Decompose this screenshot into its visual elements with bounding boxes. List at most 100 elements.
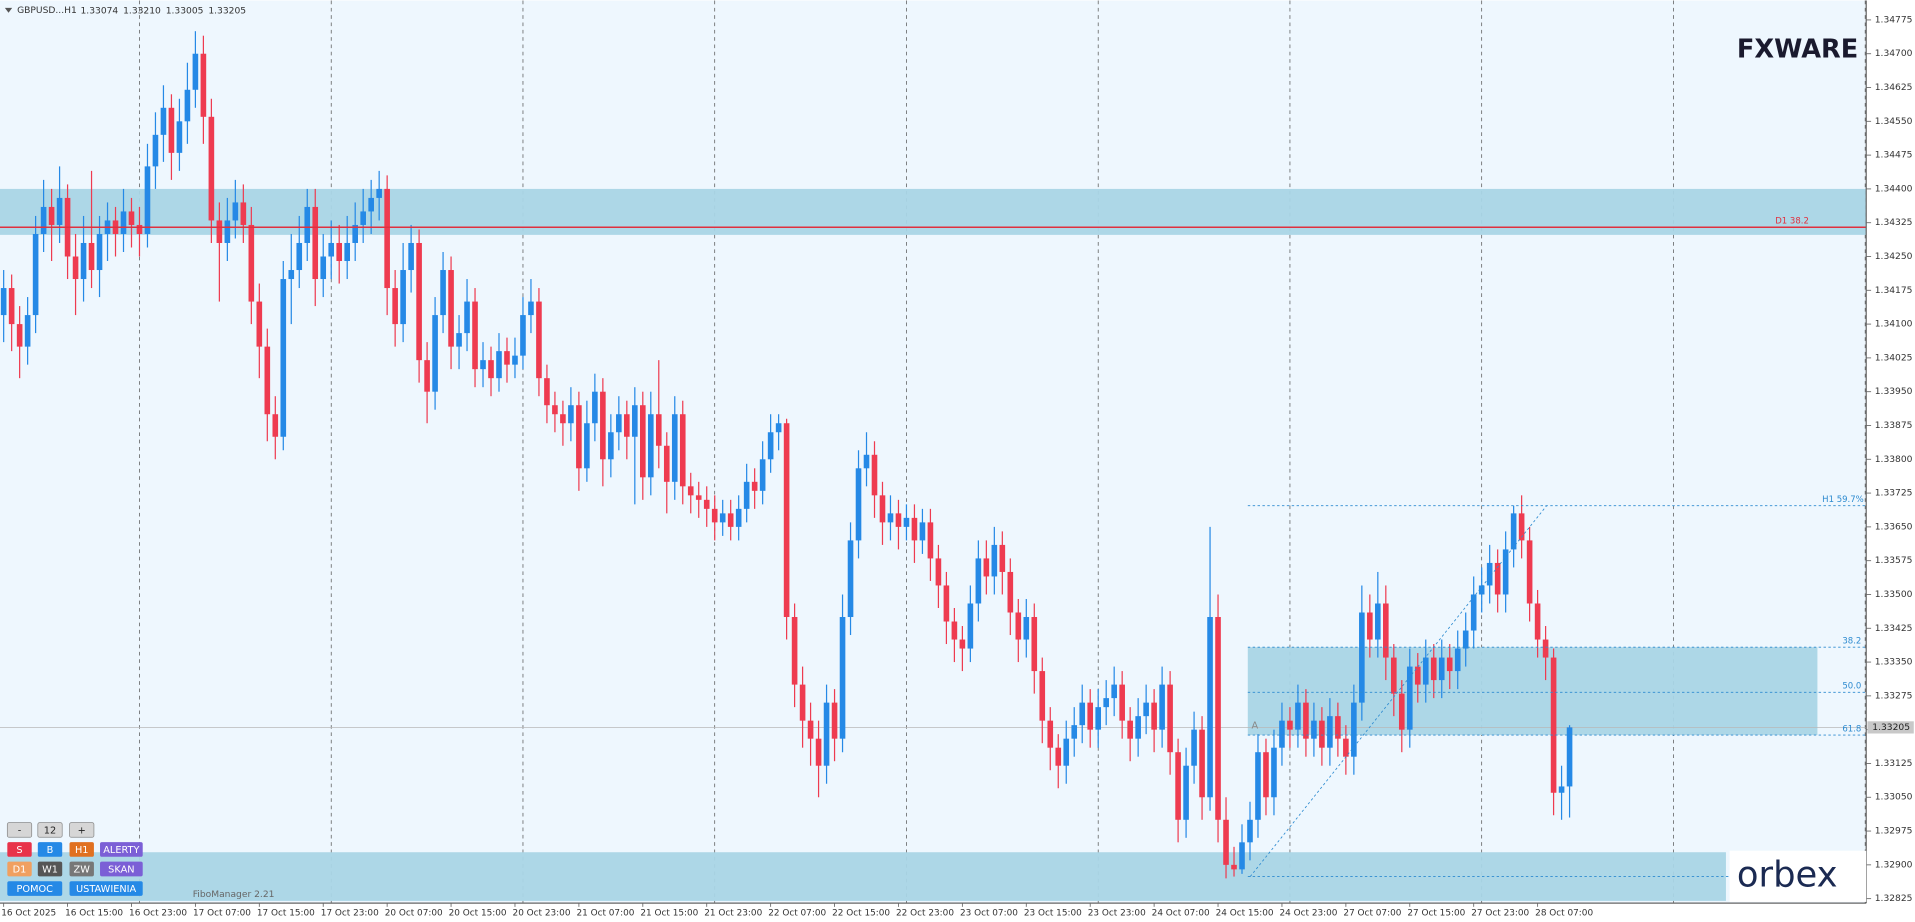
candle-body bbox=[743, 481, 750, 509]
candle-body bbox=[1063, 738, 1070, 766]
plot-area bbox=[0, 0, 1867, 904]
candle-body bbox=[1478, 585, 1485, 595]
x-tick-label: 22 Oct 07:00 bbox=[768, 908, 826, 918]
button-label[interactable]: B bbox=[47, 845, 54, 856]
button-panel: - 12 + S B H1 ALERTY D1 W1 ZW SKAN POMOC USTAWIENIA bbox=[6, 822, 143, 896]
button-face[interactable] bbox=[7, 881, 63, 896]
button-label[interactable]: USTAWIENIA bbox=[76, 884, 137, 895]
candle-body bbox=[0, 288, 7, 316]
button-label[interactable]: ZW bbox=[74, 865, 91, 876]
candle-body bbox=[1518, 513, 1525, 541]
candle-body bbox=[152, 134, 159, 167]
candle-body bbox=[1167, 684, 1173, 753]
panel-button[interactable]: - bbox=[6, 822, 33, 838]
candle-body bbox=[751, 481, 758, 491]
panel-button[interactable]: ZW bbox=[69, 861, 94, 877]
button-face[interactable] bbox=[69, 881, 143, 896]
button-face[interactable] bbox=[7, 861, 32, 877]
candle-body bbox=[424, 360, 430, 392]
button-face[interactable] bbox=[69, 822, 95, 838]
candle-body bbox=[1295, 702, 1301, 730]
button-label[interactable]: H1 bbox=[75, 845, 89, 856]
x-tick-label: 21 Oct 07:00 bbox=[576, 908, 634, 918]
candle-body bbox=[1335, 716, 1341, 739]
panel-button[interactable]: ALERTY bbox=[100, 842, 143, 857]
panel-button[interactable]: B bbox=[37, 842, 63, 857]
candle-body bbox=[1446, 657, 1453, 672]
button-face[interactable] bbox=[6, 822, 33, 838]
candle-body bbox=[999, 544, 1006, 572]
panel-button[interactable]: SKAN bbox=[100, 861, 143, 877]
candle-body bbox=[1470, 594, 1477, 631]
button-label[interactable]: SKAN bbox=[108, 865, 134, 876]
candle-body bbox=[560, 414, 566, 424]
candle-body bbox=[879, 495, 886, 523]
button-face[interactable] bbox=[7, 842, 32, 857]
logo-orbex: orbex bbox=[1737, 854, 1838, 895]
candle-body bbox=[592, 391, 598, 424]
panel-button[interactable]: POMOC bbox=[7, 881, 63, 896]
candle-body bbox=[320, 256, 327, 280]
button-label[interactable]: - bbox=[18, 826, 22, 837]
candle-body bbox=[632, 405, 638, 437]
title-price: 1.33005 bbox=[166, 6, 204, 16]
candle-body bbox=[408, 242, 414, 271]
candle-body bbox=[312, 206, 319, 280]
button-face[interactable] bbox=[100, 842, 143, 857]
title-price: 1.33205 bbox=[208, 6, 246, 16]
panel-button[interactable]: H1 bbox=[69, 842, 94, 857]
panel-button[interactable]: + bbox=[69, 822, 95, 838]
candle-body bbox=[48, 206, 55, 225]
y-tick-label: 1.33125 bbox=[1875, 759, 1913, 769]
button-label[interactable]: ALERTY bbox=[103, 845, 139, 856]
candle-body bbox=[1071, 725, 1078, 739]
candle-body bbox=[248, 224, 255, 302]
candle-body bbox=[400, 270, 406, 325]
button-label[interactable]: W1 bbox=[42, 865, 58, 876]
candle-body bbox=[695, 495, 702, 500]
title-price: 1.33210 bbox=[123, 6, 161, 16]
candle-body bbox=[584, 423, 590, 469]
button-face[interactable] bbox=[100, 861, 143, 877]
candle-body bbox=[887, 513, 894, 523]
y-tick-label: 1.32900 bbox=[1875, 860, 1913, 870]
candle-body bbox=[360, 211, 366, 225]
x-tick-label: 24 Oct 15:00 bbox=[1216, 908, 1274, 918]
button-label[interactable]: D1 bbox=[13, 865, 27, 876]
button-label[interactable]: POMOC bbox=[17, 884, 54, 895]
button-face[interactable] bbox=[37, 861, 63, 877]
x-tick-label: 16 Oct 23:00 bbox=[129, 908, 187, 918]
menu-icon[interactable] bbox=[4, 7, 13, 13]
candle-body bbox=[160, 107, 167, 135]
button-label[interactable]: S bbox=[16, 845, 22, 856]
x-tick-label: 16 Oct 15:00 bbox=[65, 908, 123, 918]
candle-body bbox=[272, 414, 279, 437]
panel-button[interactable]: USTAWIENIA bbox=[69, 881, 143, 896]
candle-body bbox=[128, 211, 135, 225]
button-label[interactable]: 12 bbox=[44, 826, 56, 837]
candle-body bbox=[1015, 612, 1022, 640]
candle-body bbox=[1502, 549, 1509, 595]
button-face[interactable] bbox=[37, 822, 63, 838]
button-face[interactable] bbox=[69, 861, 94, 877]
button-face[interactable] bbox=[69, 842, 94, 857]
button-face[interactable] bbox=[37, 842, 63, 857]
candle-body bbox=[807, 720, 814, 739]
candle-body bbox=[1279, 720, 1285, 748]
candle-body bbox=[1231, 864, 1237, 870]
button-label[interactable]: + bbox=[78, 826, 86, 837]
candle-body bbox=[975, 558, 982, 604]
fibo-level-label: 38.2 bbox=[1842, 637, 1861, 647]
level-label: D1 38.2 bbox=[1775, 217, 1809, 227]
candle-body bbox=[616, 414, 622, 433]
candle-body bbox=[935, 558, 942, 586]
panel-button[interactable]: W1 bbox=[37, 861, 63, 877]
panel-button[interactable]: 12 bbox=[37, 822, 63, 838]
panel-button[interactable]: S bbox=[7, 842, 32, 857]
candle-body bbox=[32, 233, 39, 316]
candle-body bbox=[464, 301, 470, 334]
candle-body bbox=[224, 220, 231, 243]
candle-body bbox=[1159, 684, 1165, 730]
panel-button[interactable]: D1 bbox=[7, 861, 32, 877]
candle-body bbox=[184, 89, 191, 122]
